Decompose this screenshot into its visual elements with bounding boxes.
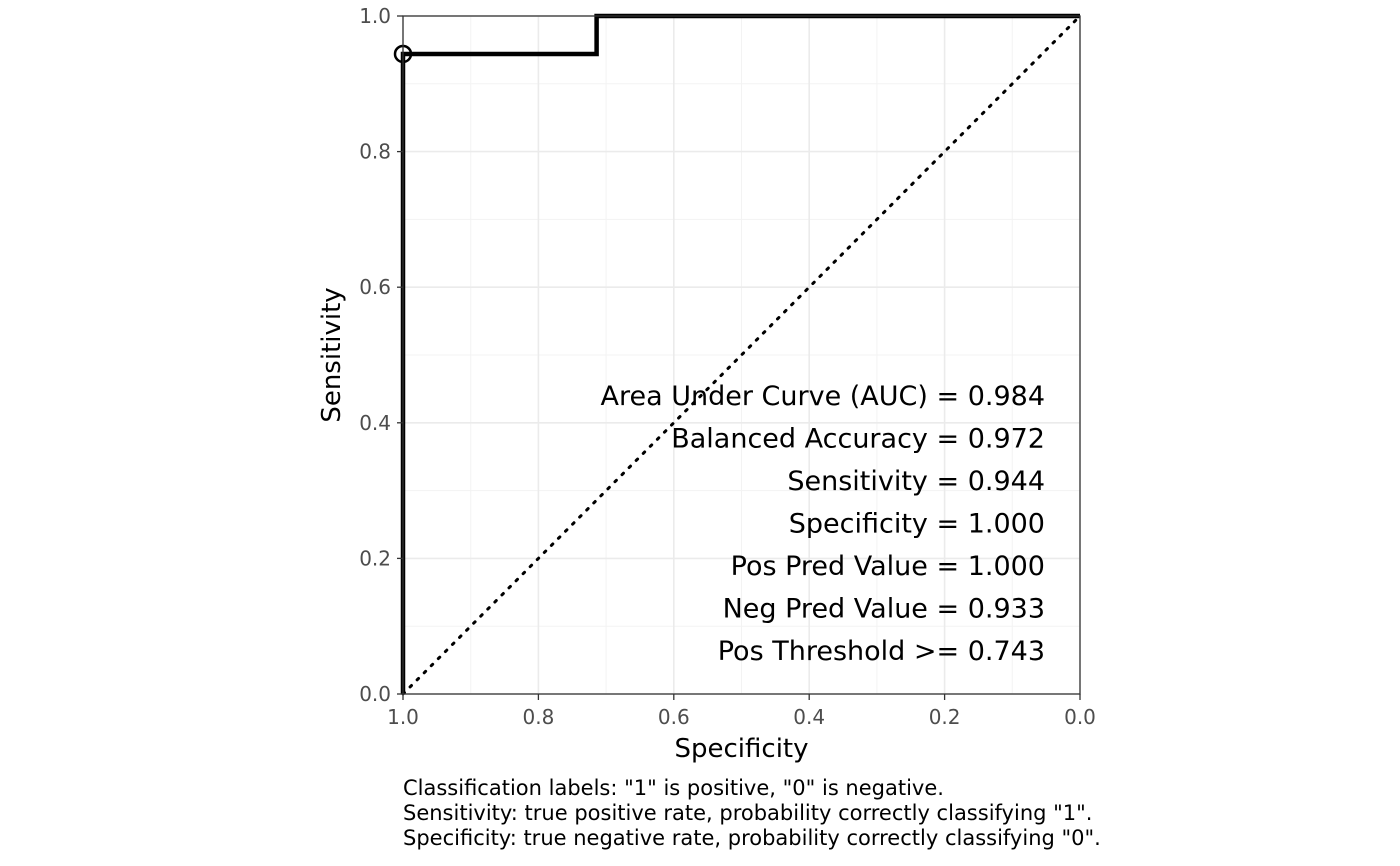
metric-line: Pos Threshold >= 0.743 xyxy=(718,636,1045,667)
x-tick-label: 0.8 xyxy=(522,705,554,729)
reference-line xyxy=(401,14,1082,696)
y-axis-title: Sensitivity xyxy=(317,287,347,422)
caption-line: Specificity: true negative rate, probabi… xyxy=(403,826,1101,850)
y-tick-label: 1.0 xyxy=(359,4,391,28)
x-axis-title: Specificity xyxy=(675,734,809,764)
metric-line: Pos Pred Value = 1.000 xyxy=(731,551,1045,582)
metric-line: Area Under Curve (AUC) = 0.984 xyxy=(601,381,1046,412)
reference-diagonal xyxy=(401,14,1082,696)
y-tick-label: 0.2 xyxy=(359,546,391,570)
metric-line: Specificity = 1.000 xyxy=(789,509,1045,540)
metric-line: Neg Pred Value = 0.933 xyxy=(723,594,1045,625)
metric-line: Sensitivity = 0.944 xyxy=(787,466,1045,497)
x-tick-label: 0.0 xyxy=(1064,705,1096,729)
y-tick-label: 0.0 xyxy=(359,682,391,706)
y-tick-label: 0.4 xyxy=(359,411,391,435)
axis-ticks: 1.0 0.8 0.6 0.4 0.2 0.0 0.0 0.2 0.4 0.6 0.8 1.0 xyxy=(359,4,1096,729)
x-tick-label: 0.2 xyxy=(929,705,961,729)
panel-border xyxy=(402,15,1081,695)
y-tick-label: 0.8 xyxy=(359,140,391,164)
x-tick-label: 1.0 xyxy=(387,705,419,729)
x-tick-label: 0.6 xyxy=(658,705,690,729)
caption-line: Classification labels: "1" is positive, … xyxy=(403,776,944,800)
metrics-annotation: Area Under Curve (AUC) = 0.984 Balanced A… xyxy=(601,381,1046,667)
chart-caption: Classification labels: "1" is positive, … xyxy=(403,776,1101,850)
metric-line: Balanced Accuracy = 0.972 xyxy=(671,424,1045,455)
caption-line: Sensitivity: true positive rate, probabi… xyxy=(403,801,1092,825)
y-tick-label: 0.6 xyxy=(359,275,391,299)
x-tick-label: 0.4 xyxy=(793,705,825,729)
